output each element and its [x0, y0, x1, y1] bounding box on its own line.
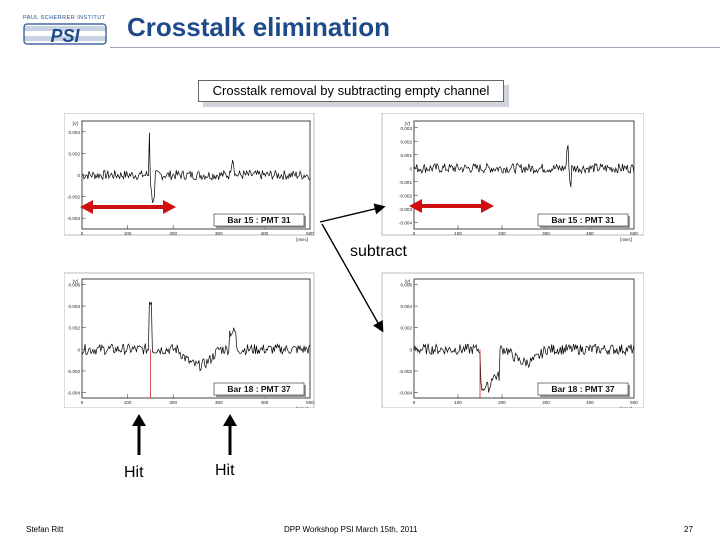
x-tick-label: 500	[306, 400, 314, 405]
x-tick-label: 200	[169, 400, 177, 405]
y-tick-label: -0.004	[399, 391, 412, 396]
x-unit-label: [nsec]	[620, 237, 632, 242]
y-unit-label: [V]	[73, 279, 78, 284]
y-tick-label: 0.004	[401, 304, 413, 309]
y-tick-label: 0.002	[401, 139, 413, 144]
y-tick-label: 0.002	[69, 151, 81, 156]
y-tick-label: 0	[409, 347, 412, 352]
y-tick-label: 0	[409, 166, 412, 171]
x-tick-label: 0	[413, 400, 416, 405]
x-tick-label: 500	[630, 400, 638, 405]
legend-label: Bar 15 : PMT 31	[227, 215, 291, 225]
slide-title: Crosstalk elimination	[127, 12, 390, 42]
y-tick-label: 0.003	[401, 126, 413, 131]
y-tick-label: -0.002	[399, 193, 412, 198]
y-tick-label: -0.001	[399, 180, 412, 185]
subtract-arrow-up	[319, 203, 386, 223]
y-tick-label: 0.001	[401, 153, 413, 158]
red-range-arrow-right	[409, 199, 494, 213]
hit-label-1: Hit	[124, 464, 144, 481]
page-number: 27	[684, 525, 693, 534]
x-tick-label: 200	[169, 231, 177, 236]
y-tick-label: 0.002	[69, 326, 81, 331]
y-tick-label: 0.002	[401, 326, 413, 331]
legend-box	[213, 213, 305, 227]
waveform-trace	[413, 145, 635, 188]
y-tick-label: -0.004	[67, 216, 80, 221]
legend-box	[537, 213, 629, 227]
x-tick-label: 0	[81, 400, 84, 405]
psi-logo: PAUL SCHERRER INSTITUT PSI	[23, 15, 107, 46]
hit-arrow-1	[132, 414, 146, 455]
y-tick-label: -0.002	[399, 369, 412, 374]
y-tick-label: -0.003	[399, 207, 412, 212]
legend-label: Bar 15 : PMT 31	[551, 215, 615, 225]
x-tick-label: 100	[124, 400, 132, 405]
waveform-panel-2: 0.003 0.002 0.001 0 -0.001 -0.002 -0.003 -0.004…	[381, 113, 644, 242]
plot-area	[413, 120, 635, 230]
y-unit-label: [V]	[73, 121, 78, 126]
red-range-arrow-left	[80, 200, 176, 214]
y-unit-label: [V]	[405, 279, 410, 284]
x-tick-label: 200	[498, 400, 506, 405]
y-tick-label: -0.004	[67, 391, 80, 396]
subtract-arrow-down	[321, 223, 384, 333]
x-tick-label: 500	[306, 231, 314, 236]
logo-institute-text: PAUL SCHERRER INSTITUT	[23, 15, 106, 21]
logo-mark-text: PSI	[50, 26, 80, 46]
x-tick-label: 500	[630, 231, 638, 236]
x-tick-label: 0	[81, 231, 84, 236]
plot-area	[413, 278, 635, 399]
x-tick-label: 400	[586, 231, 594, 236]
x-tick-label: 300	[542, 231, 550, 236]
y-tick-label: -0.004	[399, 220, 412, 225]
subtract-label: subtract	[350, 243, 407, 260]
plot-area	[81, 278, 311, 399]
waveform-trace	[81, 301, 311, 372]
x-unit-label: [nsec]	[296, 237, 308, 242]
footer-author: Stefan Ritt	[26, 525, 64, 534]
caption-box: Crosstalk removal by subtracting empty c…	[198, 80, 504, 102]
x-tick-label: 200	[498, 231, 506, 236]
x-unit-label: [nsec]	[296, 406, 308, 408]
y-tick-label: -0.002	[67, 195, 80, 200]
x-tick-label: 400	[261, 231, 269, 236]
legend-box	[213, 382, 305, 396]
y-tick-label: 0.006	[69, 282, 81, 287]
y-tick-label: 0.004	[69, 130, 81, 135]
hit-arrow-2	[223, 414, 237, 455]
x-tick-label: 300	[215, 400, 223, 405]
x-tick-label: 400	[261, 400, 269, 405]
title-divider	[110, 47, 720, 48]
waveform-trace	[81, 132, 311, 204]
y-tick-label: 0.004	[69, 304, 81, 309]
footer-event: DPP Workshop PSI March 15th, 2011	[284, 525, 418, 534]
y-unit-label: [V]	[405, 121, 410, 126]
x-unit-label: [nsec]	[620, 406, 632, 408]
x-tick-label: 400	[586, 400, 594, 405]
x-tick-label: 300	[542, 400, 550, 405]
x-tick-label: 100	[454, 231, 462, 236]
legend-label: Bar 18 : PMT 37	[551, 384, 615, 394]
y-tick-label: -0.002	[67, 369, 80, 374]
y-tick-label: 0	[77, 173, 80, 178]
y-tick-label: 0	[77, 347, 80, 352]
x-tick-label: 0	[413, 231, 416, 236]
waveform-trace	[413, 343, 635, 393]
x-tick-label: 100	[124, 231, 132, 236]
y-tick-label: 0.006	[401, 282, 413, 287]
x-tick-label: 300	[215, 231, 223, 236]
x-tick-label: 100	[454, 400, 462, 405]
legend-box	[537, 382, 629, 396]
legend-label: Bar 18 : PMT 37	[227, 384, 291, 394]
hit-label-2: Hit	[215, 462, 235, 479]
